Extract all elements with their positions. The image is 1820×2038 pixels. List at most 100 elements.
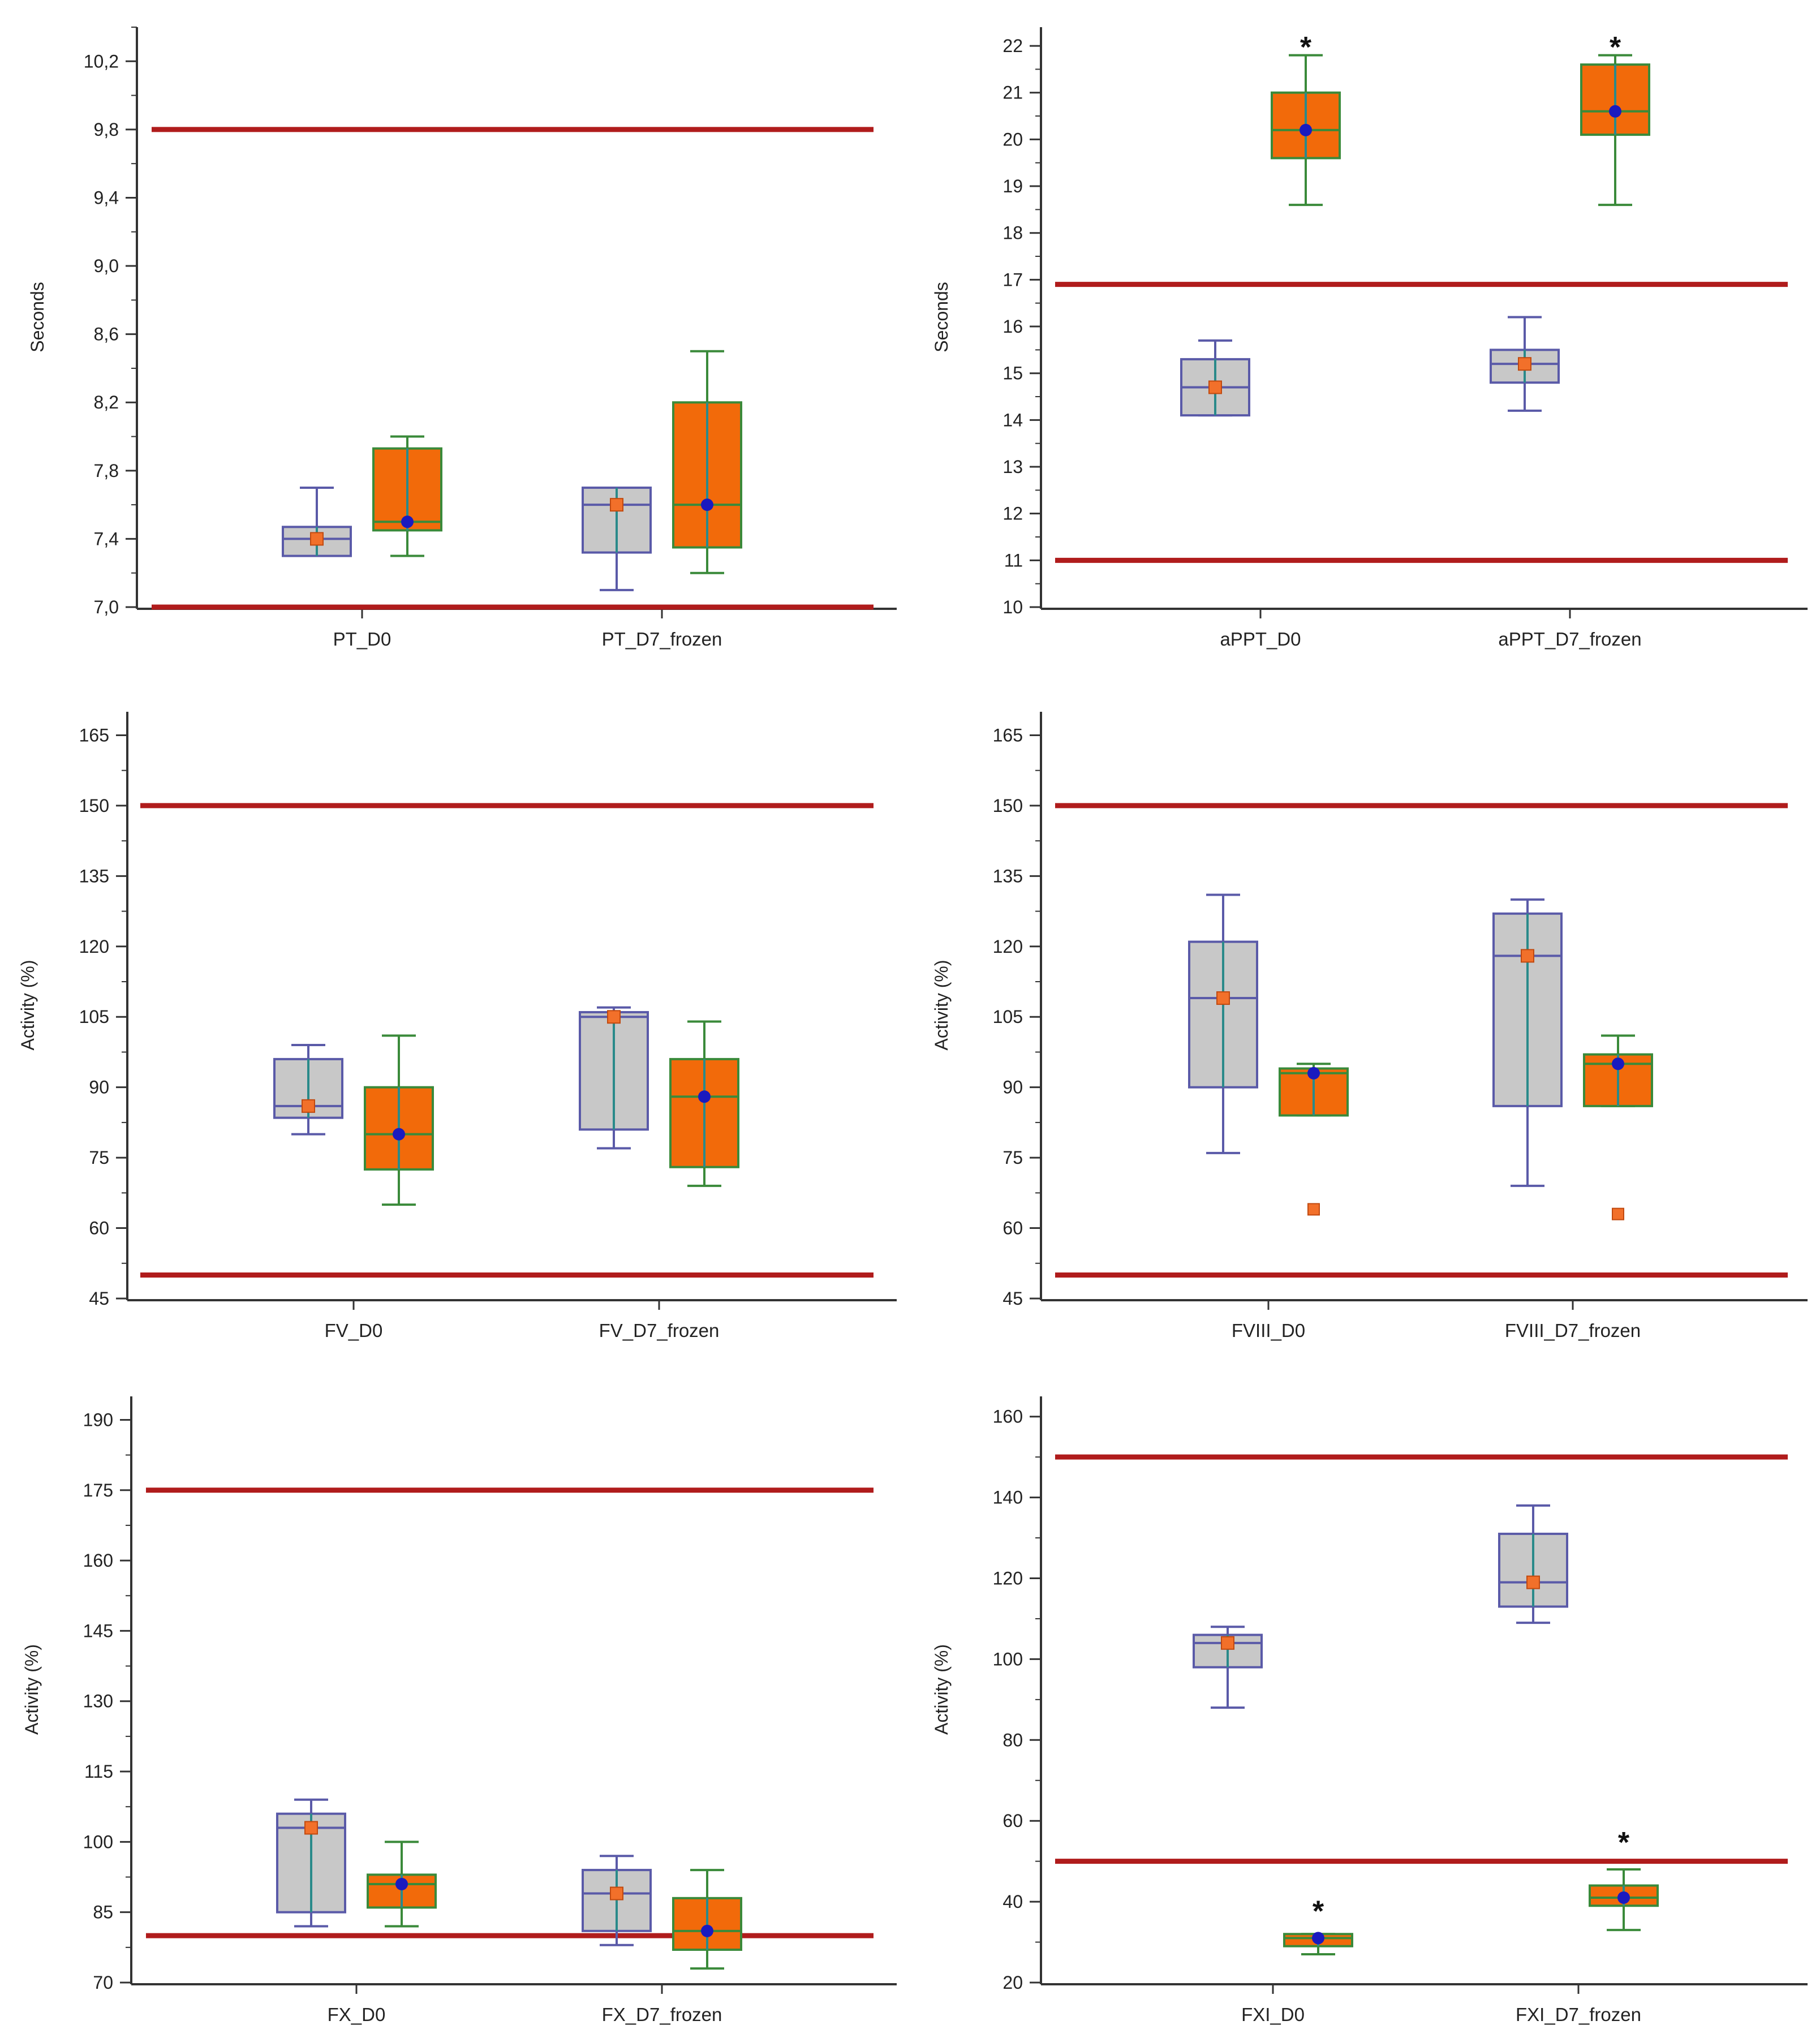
chart-panel-middle-right: 45 60 75 90 105 120 135 150 165 Activity (%) FVIII… bbox=[931, 712, 1808, 1341]
mean-marker bbox=[1208, 380, 1222, 394]
y-tick-label: 20 bbox=[1002, 129, 1023, 149]
y-tick-label: 7,4 bbox=[94, 528, 119, 549]
mean-marker bbox=[1521, 949, 1534, 963]
y-tick-label: 135 bbox=[993, 866, 1023, 886]
x-category-label: aPPT_D7_frozen bbox=[1498, 629, 1641, 650]
outlier-point bbox=[1612, 1207, 1624, 1220]
chart-panel-top-right: 10 11 12 13 14 15 16 17 18 19 20 21 22 Seconds aPPT_D0… bbox=[931, 27, 1808, 650]
x-category-label: FXI_D7_frozen bbox=[1516, 2004, 1641, 2025]
y-axis-label: Activity (%) bbox=[18, 960, 38, 1051]
y-tick-label: 45 bbox=[1002, 1288, 1023, 1309]
mean-marker bbox=[1518, 357, 1531, 371]
x-category-label: FVIII_D0 bbox=[1232, 1320, 1305, 1341]
box-FVIII_D0-gray bbox=[1188, 893, 1258, 1154]
y-axis-label: Activity (%) bbox=[931, 1644, 952, 1735]
y-tick-label: 130 bbox=[83, 1691, 113, 1712]
box-FVIII_D0-orange bbox=[1279, 1063, 1349, 1117]
y-tick-label: 160 bbox=[83, 1550, 113, 1571]
y-tick-label: 90 bbox=[1002, 1077, 1023, 1098]
mean-marker bbox=[1300, 123, 1312, 136]
y-tick-label: 11 bbox=[1004, 550, 1023, 570]
box-PT_D0-orange bbox=[372, 435, 442, 557]
box-FX_D0-orange bbox=[367, 1841, 437, 1928]
y-tick-label: 145 bbox=[83, 1620, 113, 1641]
mean-marker bbox=[310, 532, 324, 546]
x-category-label: FVIII_D7_frozen bbox=[1505, 1320, 1641, 1341]
box-PT_D7_frozen-gray bbox=[582, 486, 652, 591]
box-FV_D0-orange bbox=[364, 1034, 434, 1206]
box-FV_D0-gray bbox=[273, 1044, 343, 1136]
mean-marker bbox=[395, 1877, 408, 1890]
y-tick-label: 120 bbox=[993, 1568, 1023, 1589]
box-FX_D7_frozen-gray bbox=[582, 1855, 652, 1946]
box-FX_D0-gray bbox=[276, 1798, 346, 1928]
y-tick-label: 10 bbox=[1002, 597, 1023, 617]
y-tick-label: 115 bbox=[84, 1761, 113, 1782]
box-FVIII_D7_frozen-orange bbox=[1583, 1034, 1653, 1107]
y-tick-label: 150 bbox=[993, 796, 1023, 816]
mean-marker bbox=[302, 1099, 315, 1113]
chart-panel-middle-left: 45 60 75 90 105 120 135 150 165 Activity (%) FV_D0… bbox=[18, 712, 897, 1341]
box-FXI_D0-gray bbox=[1193, 1626, 1263, 1709]
x-category-label: FX_D0 bbox=[328, 2004, 386, 2025]
y-tick-label: 135 bbox=[79, 866, 109, 886]
y-tick-label: 120 bbox=[79, 936, 109, 957]
y-axis-label: Seconds bbox=[27, 282, 48, 352]
y-tick-label: 17 bbox=[1002, 269, 1023, 290]
y-tick-label: 60 bbox=[89, 1218, 109, 1239]
y-tick-label: 8,2 bbox=[94, 392, 119, 412]
mean-marker bbox=[1307, 1067, 1320, 1080]
y-tick-label: 15 bbox=[1002, 363, 1023, 384]
mean-marker bbox=[1617, 1891, 1630, 1904]
y-tick-label: 105 bbox=[79, 1007, 109, 1027]
x-category-label: PT_D7_frozen bbox=[602, 629, 722, 650]
y-tick-label: 21 bbox=[1002, 83, 1023, 103]
mean-marker bbox=[1609, 105, 1621, 118]
y-tick-label: 14 bbox=[1002, 410, 1023, 430]
y-tick-label: 105 bbox=[993, 1007, 1023, 1027]
x-category-label: aPPT_D0 bbox=[1220, 629, 1301, 650]
y-tick-label: 160 bbox=[993, 1407, 1023, 1427]
chart-panel-top-left: 7,0 7,4 7,8 8,2 8,6 9,0 9,4 9,8 10,2 Seconds PT_D0… bbox=[27, 27, 897, 650]
mean-marker bbox=[1221, 1636, 1234, 1650]
box-PT_D0-gray bbox=[282, 486, 352, 557]
mean-marker bbox=[701, 1924, 713, 1937]
y-tick-label: 18 bbox=[1002, 223, 1023, 243]
box-aPPT_D7_frozen-gray bbox=[1490, 316, 1560, 412]
x-category-label: FV_D7_frozen bbox=[599, 1320, 720, 1341]
box-FXI_D7_frozen-gray bbox=[1498, 1504, 1568, 1624]
mean-marker bbox=[304, 1821, 318, 1835]
box-aPPT_D0-orange bbox=[1271, 54, 1341, 207]
mean-marker bbox=[401, 515, 414, 528]
y-tick-label: 85 bbox=[93, 1902, 113, 1923]
y-tick-label: 140 bbox=[993, 1487, 1023, 1508]
y-tick-label: 90 bbox=[89, 1077, 109, 1098]
box-aPPT_D0-gray bbox=[1180, 339, 1250, 417]
box-aPPT_D7_frozen-orange bbox=[1580, 54, 1650, 207]
y-tick-label: 100 bbox=[83, 1831, 113, 1852]
y-tick-label: 70 bbox=[93, 1972, 113, 1993]
y-tick-label: 7,8 bbox=[94, 461, 119, 481]
mean-marker bbox=[1312, 1932, 1324, 1945]
y-tick-label: 9,8 bbox=[94, 119, 119, 140]
mean-marker bbox=[1526, 1575, 1540, 1589]
y-tick-label: 45 bbox=[89, 1288, 109, 1309]
y-tick-label: 120 bbox=[993, 936, 1023, 957]
x-category-label: FV_D0 bbox=[325, 1320, 383, 1341]
y-tick-label: 13 bbox=[1002, 457, 1023, 477]
y-tick-label: 165 bbox=[79, 725, 109, 745]
y-tick-label: 150 bbox=[79, 796, 109, 816]
y-tick-label: 22 bbox=[1002, 36, 1023, 56]
y-tick-label: 12 bbox=[1002, 504, 1023, 524]
y-axis-label: Activity (%) bbox=[931, 960, 952, 1051]
y-tick-label: 190 bbox=[83, 1409, 113, 1430]
y-tick-label: 80 bbox=[1002, 1730, 1023, 1750]
box-FXI_D0-orange bbox=[1283, 1932, 1353, 1955]
x-category-label: FX_D7_frozen bbox=[602, 2004, 722, 2025]
y-tick-label: 75 bbox=[89, 1147, 109, 1168]
box-FVIII_D7_frozen-gray bbox=[1492, 898, 1563, 1187]
chart-panel-bottom-right: 20 40 60 80 100 120 140 160 Activity (%) FXI_D0 FX… bbox=[931, 1396, 1808, 2025]
mean-marker bbox=[1612, 1057, 1624, 1070]
significance-star: * bbox=[1610, 31, 1621, 64]
